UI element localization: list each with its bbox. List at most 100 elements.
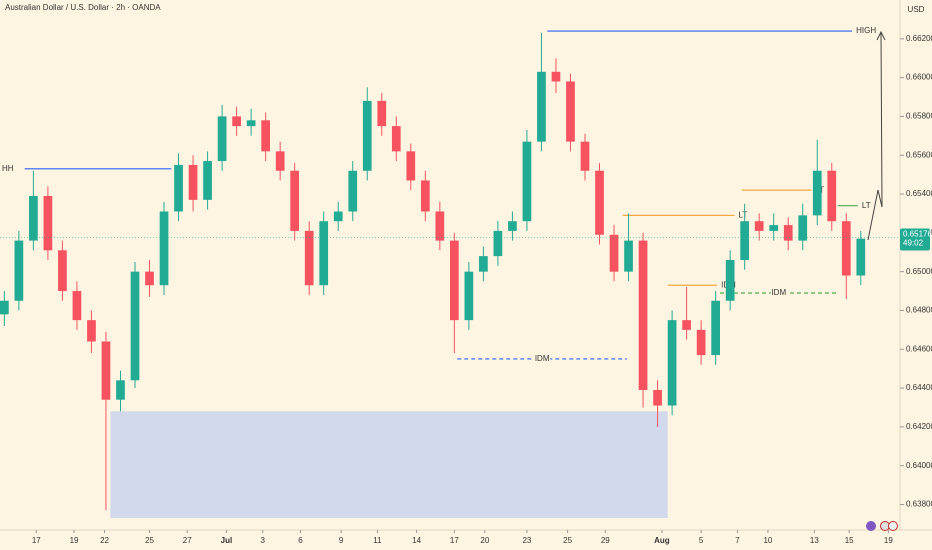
candle-body (566, 81, 575, 142)
candle-body (43, 195, 53, 251)
x-tick-label: 22 (100, 536, 109, 545)
candle-body (232, 116, 241, 127)
candle-body (856, 238, 866, 276)
candle-body (696, 329, 706, 356)
x-tick-label: 13 (810, 536, 819, 545)
candle-body (29, 195, 38, 241)
candle-body (14, 240, 24, 301)
candle-body (595, 170, 604, 235)
candle-body (638, 240, 648, 390)
icon[interactable] (866, 521, 876, 531)
level-label: LT (862, 201, 871, 210)
candle-body (827, 170, 837, 222)
price-badge (900, 228, 930, 251)
demand-zone (110, 411, 668, 519)
candle-body (406, 151, 416, 181)
candle-body (798, 215, 808, 241)
candle-body (333, 211, 343, 222)
candle-body (653, 390, 662, 406)
candle-body (479, 256, 488, 272)
x-tick-label: 9 (339, 536, 344, 545)
candle-body (203, 161, 212, 200)
candle-body (275, 151, 285, 171)
candle-body (159, 211, 169, 286)
currency: USD (908, 5, 925, 14)
candle-body (217, 116, 227, 162)
candle-body (493, 230, 503, 257)
x-tick-label: 7 (735, 536, 740, 545)
candle-body (725, 260, 735, 301)
chart-title: Australian Dollar / U.S. Dollar · 2h · O… (5, 3, 161, 12)
candle-body (188, 164, 198, 200)
x-tick-label: 5 (699, 536, 704, 545)
level-label: LT (739, 210, 748, 219)
candle-body (304, 230, 314, 286)
candle-body (362, 100, 372, 171)
candle-body (609, 234, 619, 272)
x-tick-label: 10 (763, 536, 772, 545)
x-tick-label: 6 (298, 536, 303, 545)
candle-body (246, 120, 256, 127)
price-label: 0.65176 (903, 230, 932, 239)
x-tick-label: 25 (563, 536, 572, 545)
candle-body (87, 320, 96, 342)
candle-body (348, 170, 358, 212)
candle-body (754, 221, 764, 231)
x-tick-label: Aug (654, 536, 670, 545)
x-tick-label: 29 (601, 536, 610, 545)
candle-body (624, 240, 633, 272)
candle-body (130, 271, 140, 381)
candle-body (464, 271, 474, 321)
candle-body (508, 221, 517, 231)
candle-body (58, 250, 67, 292)
candle-body (537, 71, 546, 142)
candle-body (261, 120, 270, 152)
candle-body (145, 271, 154, 286)
x-tick-label: 15 (845, 536, 854, 545)
level-label: HH (2, 164, 14, 173)
candle-body (769, 225, 779, 231)
candle-body (72, 291, 82, 321)
x-tick-label: 17 (450, 536, 459, 545)
candle-body (812, 170, 822, 216)
candle-body (420, 180, 430, 212)
level-label: IDM (771, 288, 786, 297)
x-tick-label: 17 (32, 536, 41, 545)
x-tick-label: 27 (183, 536, 192, 545)
candle-body (667, 320, 677, 406)
candle-body (116, 380, 125, 400)
candle-body (783, 225, 793, 241)
candle-body (740, 221, 750, 260)
candle-body (391, 126, 401, 152)
icon[interactable] (888, 521, 898, 531)
candle-body (290, 170, 300, 231)
candle-body (711, 300, 720, 356)
x-tick-label: 3 (261, 536, 266, 545)
candle-body (841, 221, 851, 276)
candle-body (551, 71, 561, 82)
countdown: 49:02 (903, 239, 924, 248)
y-tick-label: 0.66200 (906, 34, 932, 43)
projection-arrow (867, 30, 886, 241)
candle-body (580, 141, 590, 171)
candle-body (319, 221, 329, 286)
x-tick-label: 20 (480, 536, 489, 545)
label-bg (534, 354, 551, 363)
candle-body (0, 300, 9, 315)
candle-body (450, 240, 459, 321)
x-tick-label: Jul (221, 536, 233, 545)
x-tick-label: 23 (522, 536, 531, 545)
x-tick-label: 19 (70, 536, 79, 545)
x-tick-label: 25 (145, 536, 154, 545)
candle-body (377, 100, 387, 127)
label-bg (770, 288, 787, 297)
